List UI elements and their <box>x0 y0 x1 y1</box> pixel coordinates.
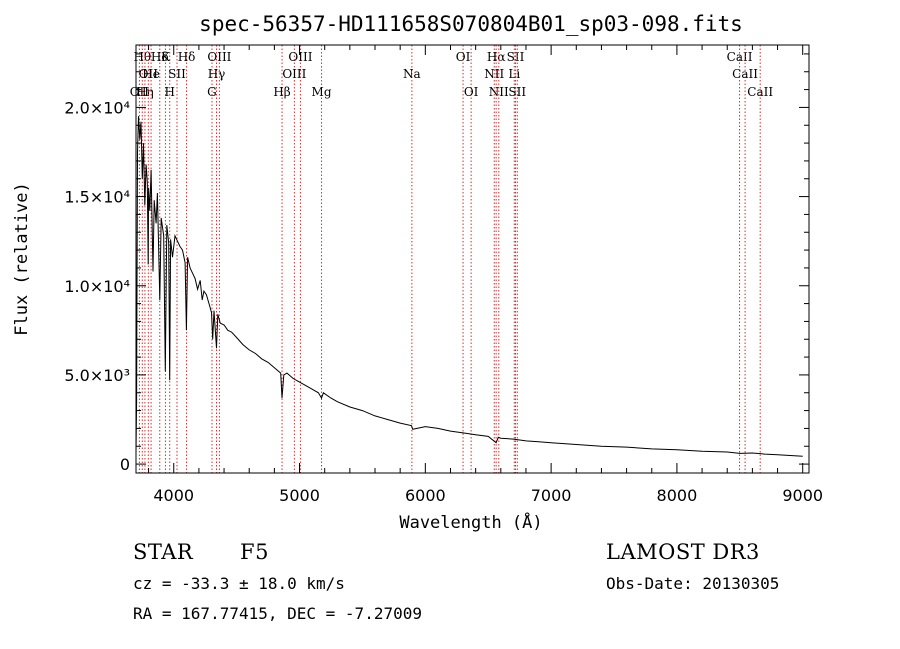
x-tick-label: 8000 <box>657 486 698 505</box>
plot-frame <box>135 44 810 474</box>
y-tick-label: 2.0×10⁴ <box>64 98 130 117</box>
object-subclass: F5 <box>240 540 269 564</box>
spectral-line-label: Hδ <box>151 50 169 64</box>
spectrum-line <box>135 116 803 457</box>
spectral-line-label: Hβ <box>273 85 290 99</box>
spectral-line-label: OI <box>456 50 471 64</box>
spectral-line-label: Na <box>403 67 421 81</box>
survey-name: LAMOST DR3 <box>606 540 760 564</box>
spectral-line-label: CaII <box>747 85 773 99</box>
redshift-velocity: cz = -33.3 ± 18.0 km/s <box>133 574 345 593</box>
spectral-line-label: Hη <box>136 85 154 99</box>
x-tick-label: 9000 <box>782 486 823 505</box>
y-tick-label: 5.0×10³ <box>64 366 130 385</box>
spectral-line-label: Hγ <box>208 67 226 81</box>
spectral-line-label: Hδ <box>178 50 196 64</box>
spectral-line-label: H <box>164 85 174 99</box>
spectral-line-label: Hα <box>487 50 506 64</box>
spectral-line-label: He <box>142 67 160 81</box>
spectral-line-label: G <box>207 85 217 99</box>
plot-area: OIIHθHηOIIHeHδKHSIIHδGHγOIIIHβOIIIOIIIMg… <box>64 44 823 505</box>
spectral-line-label: SII <box>168 67 186 81</box>
spectral-line-label: NII <box>484 67 504 81</box>
object-class: STAR <box>133 540 194 564</box>
spectral-line-label: OIII <box>282 67 306 81</box>
spectral-line-label: OII <box>139 67 159 81</box>
spectral-line-label: SII <box>507 50 525 64</box>
y-axis-label: Flux (relative) <box>12 182 32 336</box>
spectral-line-label: OI <box>464 85 479 99</box>
spectral-line-label: CaII <box>727 50 753 64</box>
x-tick-label: 5000 <box>279 486 320 505</box>
spectral-line-label: OIII <box>288 50 312 64</box>
spectral-line-label: K <box>161 50 171 64</box>
x-tick-label: 6000 <box>405 486 446 505</box>
x-tick-label: 4000 <box>153 486 194 505</box>
observation-date: Obs-Date: 20130305 <box>606 574 780 593</box>
spectral-line-label: SII <box>508 85 526 99</box>
spectral-line-label: Li <box>508 67 520 81</box>
coordinates: RA = 167.77415, DEC = -7.27009 <box>133 604 422 623</box>
spectral-line-label: Mg <box>312 85 332 99</box>
x-tick-label: 7000 <box>531 486 572 505</box>
spectral-line-label: NII <box>489 85 509 99</box>
x-axis-label: Wavelength (Å) <box>399 511 542 533</box>
spectral-line-label: OII <box>130 85 150 99</box>
y-tick-label: 0 <box>120 455 130 474</box>
chart-title: spec-56357-HD111658S070804B01_sp03-098.f… <box>199 12 743 36</box>
y-tick-label: 1.5×10⁴ <box>64 188 130 207</box>
spectral-line-label: OIII <box>207 50 231 64</box>
y-tick-label: 1.0×10⁴ <box>64 277 130 296</box>
spectral-line-label: CaII <box>732 67 758 81</box>
